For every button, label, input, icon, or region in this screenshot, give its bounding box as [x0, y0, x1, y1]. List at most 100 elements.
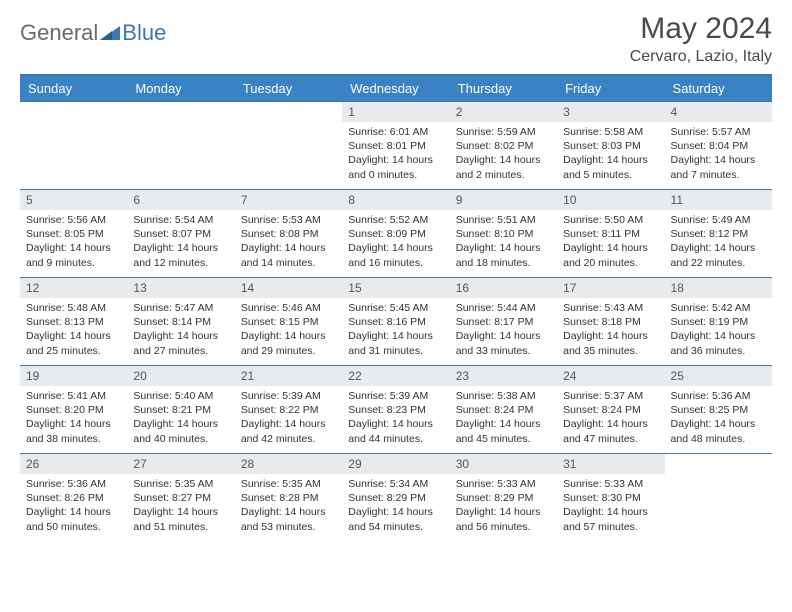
sunrise-text: Sunrise: 5:53 AM — [241, 213, 336, 227]
calendar-cell: 30 Sunrise: 5:33 AMSunset: 8:29 PMDayligh… — [450, 454, 557, 542]
day-number: 7 — [235, 190, 342, 210]
sunset-text: Sunset: 8:16 PM — [348, 315, 443, 329]
day-number: 10 — [557, 190, 664, 210]
day-number: 9 — [450, 190, 557, 210]
day-details: Sunrise: 5:47 AMSunset: 8:14 PMDaylight:… — [127, 298, 234, 362]
day-details: Sunrise: 5:39 AMSunset: 8:23 PMDaylight:… — [342, 386, 449, 450]
daylight-text: Daylight: 14 hours and 38 minutes. — [26, 417, 121, 445]
sunrise-text: Sunrise: 5:36 AM — [26, 477, 121, 491]
day-details: Sunrise: 5:35 AMSunset: 8:27 PMDaylight:… — [127, 474, 234, 538]
day-details: Sunrise: 5:57 AMSunset: 8:04 PMDaylight:… — [665, 122, 772, 186]
sunset-text: Sunset: 8:05 PM — [26, 227, 121, 241]
daylight-text: Daylight: 14 hours and 31 minutes. — [348, 329, 443, 357]
day-number: 2 — [450, 102, 557, 122]
day-number: 5 — [20, 190, 127, 210]
daylight-text: Daylight: 14 hours and 45 minutes. — [456, 417, 551, 445]
calendar-cell: 29Sunrise: 5:34 AMSunset: 8:29 PMDayligh… — [342, 454, 449, 542]
calendar-cell: 15Sunrise: 5:45 AMSunset: 8:16 PMDayligh… — [342, 278, 449, 366]
sunset-text: Sunset: 8:27 PM — [133, 491, 228, 505]
sunrise-text: Sunrise: 5:42 AM — [671, 301, 766, 315]
calendar-row: 12Sunrise: 5:48 AMSunset: 8:13 PMDayligh… — [20, 278, 772, 366]
sunrise-text: Sunrise: 5:51 AM — [456, 213, 551, 227]
day-header: Wednesday — [342, 76, 449, 102]
day-number: 25 — [665, 366, 772, 386]
day-header: Friday — [557, 76, 664, 102]
sunset-text: Sunset: 8:12 PM — [671, 227, 766, 241]
calendar-cell: 8Sunrise: 5:52 AMSunset: 8:09 PMDaylight… — [342, 190, 449, 278]
location-label: Cervaro, Lazio, Italy — [630, 48, 772, 66]
day-number: 27 — [127, 454, 234, 474]
daylight-text: Daylight: 14 hours and 35 minutes. — [563, 329, 658, 357]
sunrise-text: Sunrise: 5:39 AM — [241, 389, 336, 403]
logo-text-general: General — [20, 20, 98, 46]
daylight-text: Daylight: 14 hours and 25 minutes. — [26, 329, 121, 357]
daylight-text: Daylight: 14 hours and 50 minutes. — [26, 505, 121, 533]
calendar-cell: 14Sunrise: 5:46 AMSunset: 8:15 PMDayligh… — [235, 278, 342, 366]
day-number: 30 — [450, 454, 557, 474]
day-details: Sunrise: 5:44 AMSunset: 8:17 PMDaylight:… — [450, 298, 557, 362]
day-number: 29 — [342, 454, 449, 474]
sunset-text: Sunset: 8:29 PM — [456, 491, 551, 505]
day-details: Sunrise: 5:45 AMSunset: 8:16 PMDaylight:… — [342, 298, 449, 362]
sunrise-text: Sunrise: 5:34 AM — [348, 477, 443, 491]
sunset-text: Sunset: 8:26 PM — [26, 491, 121, 505]
day-header: Monday — [127, 76, 234, 102]
sunrise-text: Sunrise: 5:49 AM — [671, 213, 766, 227]
day-number: 8 — [342, 190, 449, 210]
sunset-text: Sunset: 8:21 PM — [133, 403, 228, 417]
calendar-row: 1Sunrise: 6:01 AMSunset: 8:01 PMDaylight… — [20, 102, 772, 190]
sunset-text: Sunset: 8:24 PM — [456, 403, 551, 417]
sunset-text: Sunset: 8:01 PM — [348, 139, 443, 153]
calendar-cell: 10Sunrise: 5:50 AMSunset: 8:11 PMDayligh… — [557, 190, 664, 278]
sunrise-text: Sunrise: 5:58 AM — [563, 125, 658, 139]
day-details: Sunrise: 5:40 AMSunset: 8:21 PMDaylight:… — [127, 386, 234, 450]
calendar-cell: 12Sunrise: 5:48 AMSunset: 8:13 PMDayligh… — [20, 278, 127, 366]
day-number: 13 — [127, 278, 234, 298]
daylight-text: Daylight: 14 hours and 56 minutes. — [456, 505, 551, 533]
calendar-cell: 2Sunrise: 5:59 AMSunset: 8:02 PMDaylight… — [450, 102, 557, 190]
month-title: May 2024 — [630, 12, 772, 46]
day-header: Sunday — [20, 76, 127, 102]
daylight-text: Daylight: 14 hours and 40 minutes. — [133, 417, 228, 445]
day-number: 17 — [557, 278, 664, 298]
calendar-cell: 20Sunrise: 5:40 AMSunset: 8:21 PMDayligh… — [127, 366, 234, 454]
daylight-text: Daylight: 14 hours and 2 minutes. — [456, 153, 551, 181]
calendar-cell: 3Sunrise: 5:58 AMSunset: 8:03 PMDaylight… — [557, 102, 664, 190]
daylight-text: Daylight: 14 hours and 53 minutes. — [241, 505, 336, 533]
day-details: Sunrise: 6:01 AMSunset: 8:01 PMDaylight:… — [342, 122, 449, 186]
daylight-text: Daylight: 14 hours and 36 minutes. — [671, 329, 766, 357]
day-details: Sunrise: 5:36 AMSunset: 8:25 PMDaylight:… — [665, 386, 772, 450]
sunrise-text: Sunrise: 5:46 AM — [241, 301, 336, 315]
sunrise-text: Sunrise: 5:37 AM — [563, 389, 658, 403]
day-number: 12 — [20, 278, 127, 298]
sunrise-text: Sunrise: 5:57 AM — [671, 125, 766, 139]
calendar-cell: 18 Sunrise: 5:42 AMSunset: 8:19 PMDayligh… — [665, 278, 772, 366]
daylight-text: Daylight: 14 hours and 42 minutes. — [241, 417, 336, 445]
sunset-text: Sunset: 8:19 PM — [671, 315, 766, 329]
day-number: 26 — [20, 454, 127, 474]
sunset-text: Sunset: 8:28 PM — [241, 491, 336, 505]
day-details: Sunrise: 5:38 AMSunset: 8:24 PMDaylight:… — [450, 386, 557, 450]
daylight-text: Daylight: 14 hours and 16 minutes. — [348, 241, 443, 269]
calendar-cell: 25Sunrise: 5:36 AMSunset: 8:25 PMDayligh… — [665, 366, 772, 454]
sunset-text: Sunset: 8:29 PM — [348, 491, 443, 505]
calendar-cell: 9Sunrise: 5:51 AMSunset: 8:10 PMDaylight… — [450, 190, 557, 278]
day-header-row: Sunday Monday Tuesday Wednesday Thursday… — [20, 76, 772, 102]
day-number: 16 — [450, 278, 557, 298]
daylight-text: Daylight: 14 hours and 0 minutes. — [348, 153, 443, 181]
calendar-cell: 11Sunrise: 5:49 AMSunset: 8:12 PMDayligh… — [665, 190, 772, 278]
calendar-cell: 13Sunrise: 5:47 AMSunset: 8:14 PMDayligh… — [127, 278, 234, 366]
day-number: 3 — [557, 102, 664, 122]
sunrise-text: Sunrise: 5:33 AM — [456, 477, 551, 491]
day-number: 18 — [665, 278, 772, 298]
calendar-cell: 23Sunrise: 5:38 AMSunset: 8:24 PMDayligh… — [450, 366, 557, 454]
sunrise-text: Sunrise: 5:56 AM — [26, 213, 121, 227]
day-details: Sunrise: 5:43 AMSunset: 8:18 PMDaylight:… — [557, 298, 664, 362]
sunset-text: Sunset: 8:04 PM — [671, 139, 766, 153]
calendar-cell: 4Sunrise: 5:57 AMSunset: 8:04 PMDaylight… — [665, 102, 772, 190]
calendar-cell: 31Sunrise: 5:33 AMSunset: 8:30 PMDayligh… — [557, 454, 664, 542]
calendar-row: 19Sunrise: 5:41 AMSunset: 8:20 PMDayligh… — [20, 366, 772, 454]
sunset-text: Sunset: 8:24 PM — [563, 403, 658, 417]
day-number: 31 — [557, 454, 664, 474]
calendar-cell — [127, 102, 234, 190]
